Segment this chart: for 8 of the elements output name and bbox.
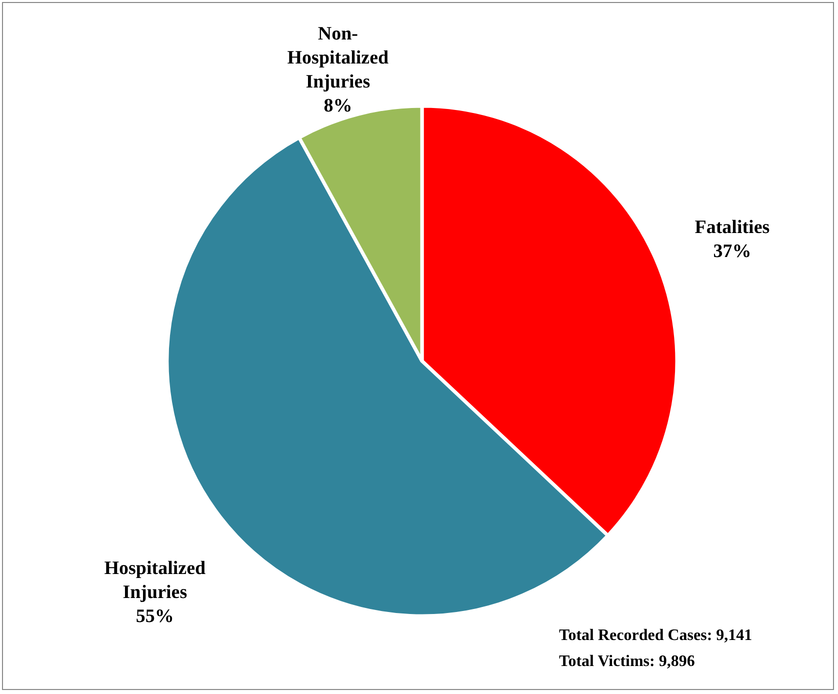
slice-label: Non-Hospitalized Injuries <box>287 24 390 93</box>
text: Total Recorded Cases: 9,141 <box>559 627 752 644</box>
data-label: 37% <box>713 240 752 262</box>
slice-label: Hospitalized Injuries <box>104 558 206 604</box>
data-label: 55% <box>136 606 174 628</box>
data-label: 8% <box>324 96 352 117</box>
slice-label: Fatalities <box>694 216 770 238</box>
text: Total Victims: 9,896 <box>559 653 695 670</box>
